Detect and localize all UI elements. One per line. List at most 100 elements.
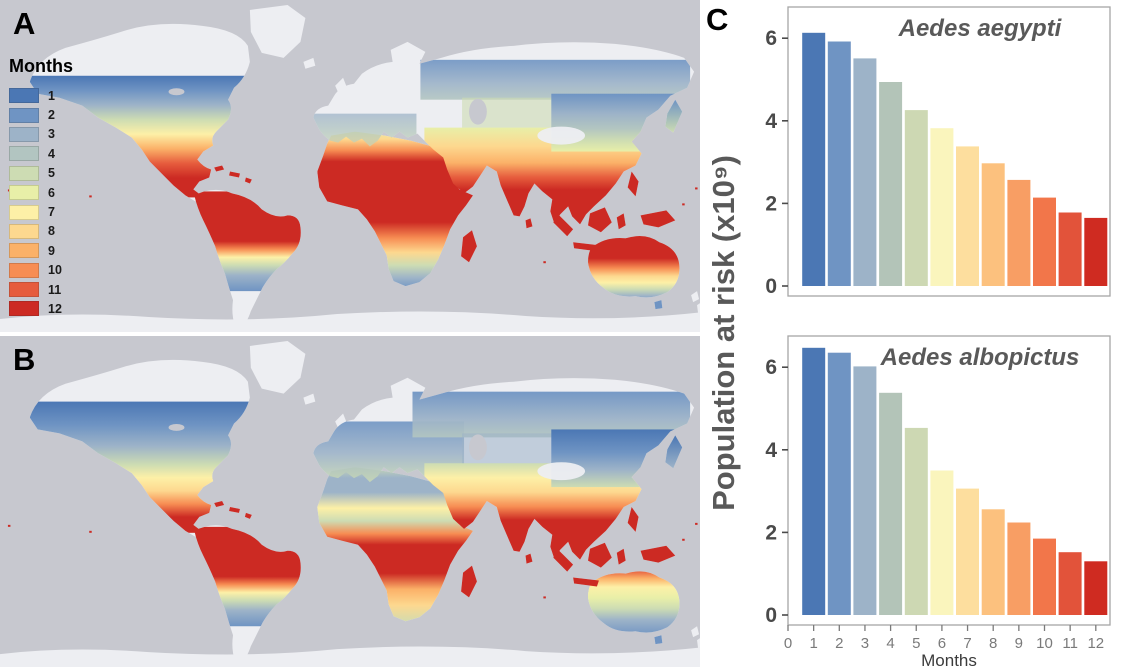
bar-chart-aedes-aegypti: 0 2 4 6 Aedes aegypti — [748, 2, 1118, 304]
bar-month-12 — [1084, 217, 1108, 286]
bar-month-8 — [981, 509, 1005, 615]
y-tick-label: 4 — [765, 110, 777, 133]
island — [303, 393, 316, 405]
x-tick-label: 4 — [886, 635, 894, 652]
bar-month-10 — [1033, 538, 1056, 615]
island-suitable — [461, 565, 477, 598]
island-suitable — [553, 215, 574, 237]
legend-title: Months — [9, 56, 73, 76]
x-tick-label: 12 — [1087, 635, 1104, 652]
legend-entry-label: 2 — [48, 108, 55, 123]
legend-swatch — [9, 243, 39, 259]
island-suitable — [229, 506, 240, 513]
legend-entry: 10 — [9, 261, 73, 280]
island-suitable — [627, 171, 639, 197]
legend-swatch — [9, 107, 39, 123]
panel-label-b: B — [13, 342, 36, 377]
x-axis-label: Months — [921, 651, 977, 667]
bar-month-9 — [1007, 179, 1031, 286]
island — [691, 626, 700, 638]
island-speck — [89, 195, 92, 198]
legend-swatch — [9, 185, 39, 201]
island-speck — [543, 596, 546, 599]
world-map-aedes-aegypti — [0, 0, 704, 332]
bar-month-5 — [904, 427, 928, 615]
legend-entry-label: 11 — [48, 282, 62, 297]
legend-entry-label: 7 — [48, 205, 55, 220]
legend-swatch — [9, 165, 39, 181]
island-speck — [682, 203, 685, 206]
legend-entry: 5 — [9, 164, 73, 183]
x-tick-label: 7 — [963, 635, 971, 652]
y-tick-label: 6 — [765, 356, 777, 379]
x-tick-label: 2 — [835, 635, 843, 652]
panel-label-a: A — [13, 6, 36, 41]
x-tick-label: 10 — [1036, 635, 1053, 652]
y-tick-label: 2 — [765, 521, 777, 544]
tasmania — [654, 300, 663, 310]
legend-entry: 9 — [9, 241, 73, 260]
charts-panel: C Population at risk (x10⁹) 0 2 4 6 Aedes ae… — [700, 0, 1121, 667]
bar-month-7 — [956, 146, 979, 286]
bar-month-2 — [827, 352, 851, 615]
island-suitable — [573, 577, 599, 587]
island-suitable — [640, 545, 676, 563]
y-tick-label: 6 — [765, 27, 777, 50]
bar-month-10 — [1033, 197, 1056, 286]
legend-entry: 6 — [9, 183, 73, 202]
island-suitable — [244, 512, 252, 519]
tibet-plateau — [537, 126, 586, 145]
island-suitable — [616, 213, 626, 230]
legend-entry: 7 — [9, 202, 73, 221]
x-tick-label: 0 — [784, 635, 792, 652]
island-suitable — [461, 230, 477, 263]
legend-entry-label: 10 — [48, 263, 62, 278]
bar-month-9 — [1007, 522, 1031, 615]
island-suitable — [627, 506, 639, 532]
island-speck — [695, 187, 698, 190]
island-suitable — [587, 207, 612, 233]
tibet-plateau — [537, 462, 586, 481]
legend-swatch — [9, 88, 39, 104]
island-suitable — [214, 165, 225, 172]
legend-entry-label: 12 — [48, 301, 62, 316]
legend-entry: 12 — [9, 299, 73, 318]
island-suitable — [244, 177, 252, 184]
y-tick-label: 2 — [765, 192, 777, 215]
island-suitable — [229, 171, 240, 178]
landmass-ant — [0, 646, 704, 667]
bar-month-12 — [1084, 561, 1108, 615]
caspian-sea — [469, 434, 487, 461]
legend-entry: 3 — [9, 125, 73, 144]
plot-frame — [787, 6, 1111, 297]
landmass-grl — [249, 4, 306, 58]
legend-swatch — [9, 262, 39, 278]
bar-month-1 — [802, 32, 826, 286]
zone-sib — [420, 59, 691, 100]
legend-swatch — [9, 301, 39, 317]
x-tick-label: 1 — [809, 635, 817, 652]
y-tick-label: 0 — [765, 604, 777, 627]
bar-month-6 — [930, 128, 954, 286]
legend-entry: 2 — [9, 105, 73, 124]
legend-entry: 1 — [9, 86, 73, 105]
bar-month-5 — [904, 110, 928, 286]
bar-month-2 — [827, 41, 851, 286]
y-axis-label: Population at risk (x10⁹) — [706, 155, 741, 511]
bar-month-3 — [853, 58, 877, 287]
caspian-sea — [469, 98, 487, 125]
bar-month-4 — [879, 82, 903, 286]
x-tick-label: 9 — [1015, 635, 1023, 652]
legend-swatch — [9, 282, 39, 298]
x-tick-label: 6 — [938, 635, 946, 652]
legend-body: 1 2 3 4 5 6 7 8 9 10 11 12 — [9, 86, 73, 319]
island-suitable — [525, 553, 533, 564]
legend-entry-label: 8 — [48, 224, 55, 239]
panel-label-c: C — [706, 2, 729, 37]
legend-entry: 11 — [9, 280, 73, 299]
bar-month-1 — [802, 347, 826, 615]
plot-frame — [787, 335, 1111, 626]
island-suitable — [553, 550, 574, 572]
